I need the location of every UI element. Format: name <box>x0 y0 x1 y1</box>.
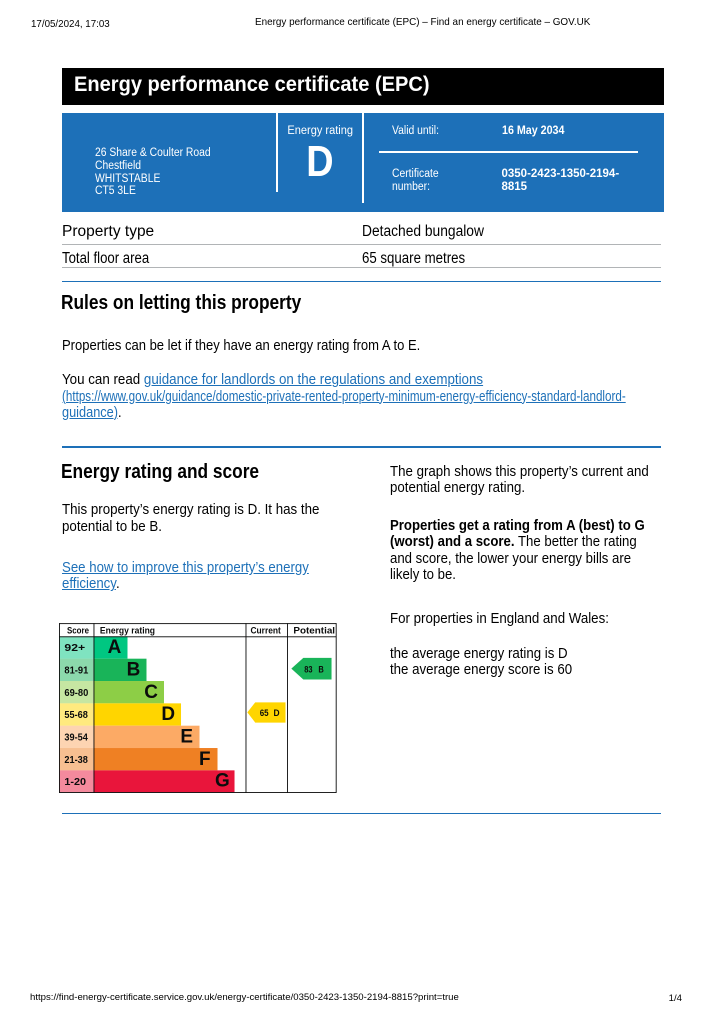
svg-text:G: G <box>215 771 230 792</box>
svg-text:D: D <box>161 704 175 725</box>
svg-text:F: F <box>199 749 211 770</box>
svg-text:Energy rating: Energy rating <box>100 626 155 637</box>
svg-text:83: 83 <box>304 665 312 676</box>
svg-text:Score: Score <box>67 626 89 637</box>
svg-text:Potential: Potential <box>293 626 335 637</box>
svg-text:55-68: 55-68 <box>64 710 88 721</box>
svg-text:69-80: 69-80 <box>64 688 88 699</box>
svg-text:D: D <box>274 708 280 719</box>
svg-text:21-38: 21-38 <box>64 755 88 766</box>
svg-text:B: B <box>127 659 141 680</box>
svg-text:C: C <box>144 682 158 703</box>
svg-text:B: B <box>318 665 324 676</box>
svg-text:1-20: 1-20 <box>64 777 86 788</box>
svg-text:65: 65 <box>260 708 269 719</box>
svg-text:A: A <box>108 637 122 658</box>
svg-text:81-91: 81-91 <box>64 666 88 677</box>
svg-text:92+: 92+ <box>64 643 85 654</box>
svg-text:E: E <box>180 726 193 747</box>
svg-text:Current: Current <box>250 626 281 637</box>
svg-text:39-54: 39-54 <box>64 733 88 744</box>
